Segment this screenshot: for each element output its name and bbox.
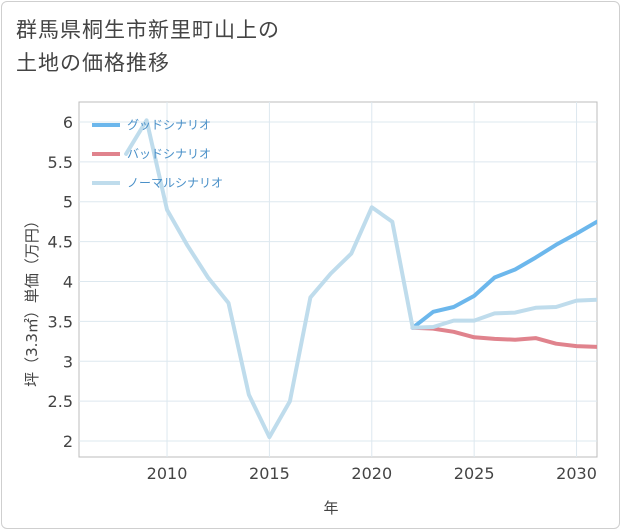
gridlines bbox=[79, 102, 597, 457]
y-tick-label: 2 bbox=[63, 432, 73, 451]
legend-item-1[interactable]: バッドシナリオ bbox=[92, 147, 211, 161]
y-tick-label: 4.5 bbox=[48, 233, 73, 252]
plot-area bbox=[78, 101, 598, 458]
series-lines bbox=[124, 118, 597, 440]
series-line-1 bbox=[410, 325, 597, 349]
chart-title-line1: 群馬県桐生市新里町山上の bbox=[16, 18, 280, 42]
legend-item-2[interactable]: ノーマルシナリオ bbox=[92, 176, 223, 190]
legend-item-0[interactable]: グッドシナリオ bbox=[92, 118, 211, 132]
y-tick-label: 2.5 bbox=[48, 392, 73, 411]
y-tick-label: 5.5 bbox=[48, 153, 73, 172]
x-axis-label: 年 bbox=[323, 499, 338, 517]
y-tick-label: 3 bbox=[63, 352, 73, 371]
x-tick-label: 2015 bbox=[249, 464, 290, 483]
legend-label: ノーマルシナリオ bbox=[127, 176, 223, 190]
x-tick-label: 2020 bbox=[351, 464, 392, 483]
x-tick-label: 2030 bbox=[556, 464, 597, 483]
y-axis-label: 坪（3.3㎡）単価（万円） bbox=[23, 213, 41, 387]
x-tick-label: 2025 bbox=[454, 464, 495, 483]
y-tick-label: 3.5 bbox=[48, 312, 73, 331]
legend-label: グッドシナリオ bbox=[127, 118, 211, 132]
series-line-0 bbox=[410, 219, 597, 330]
y-tick-label: 5 bbox=[63, 193, 73, 212]
chart-title-line2: 土地の価格推移 bbox=[16, 51, 170, 75]
chart-title: 群馬県桐生市新里町山上の 土地の価格推移 bbox=[16, 14, 280, 80]
x-tick-label: 2010 bbox=[147, 464, 188, 483]
y-tick-label: 6 bbox=[63, 113, 73, 132]
legend-label: バッドシナリオ bbox=[127, 147, 211, 161]
y-tick-label: 4 bbox=[63, 272, 73, 291]
y-axis-ticks: 2 2.5 3 3.5 4 4.5 5 5.5 6 bbox=[48, 113, 73, 451]
x-axis-ticks: 2010 2015 2020 2025 2030 bbox=[147, 464, 597, 483]
series-line-2 bbox=[124, 118, 597, 440]
